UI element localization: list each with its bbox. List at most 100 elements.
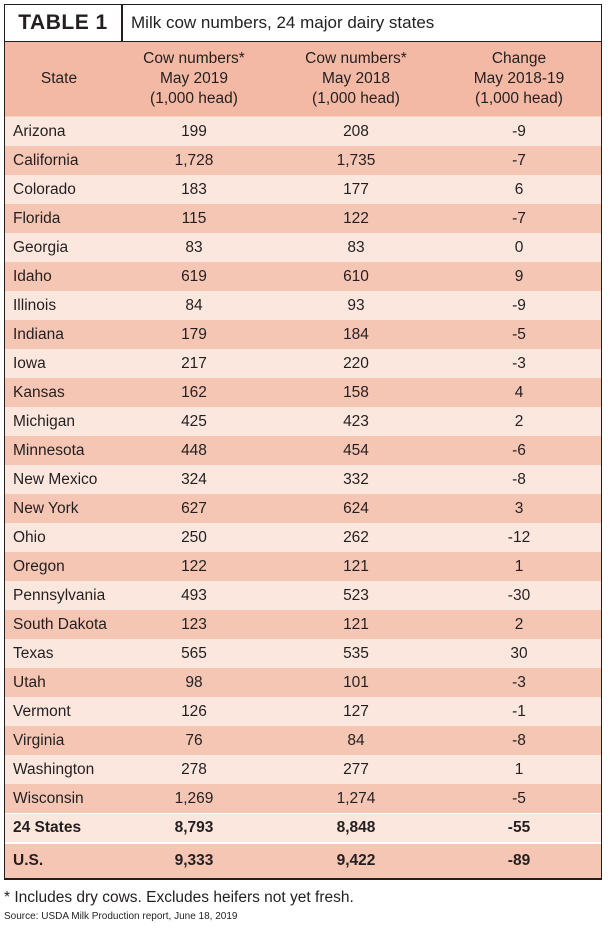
may-2019-cell: 115: [181, 209, 207, 227]
header-may-2018: Cow numbers* May 2018 (1,000 head): [305, 50, 407, 107]
us-change-cell: -89: [507, 852, 531, 869]
total-state-cell: 24 States: [13, 819, 82, 836]
table-row: New York 627 624 3: [5, 494, 601, 523]
may-2019-cell: 76: [185, 731, 203, 749]
change-cell: -6: [512, 441, 526, 459]
table-row: Virginia 76 84 -8: [5, 726, 601, 755]
change-cell: -3: [512, 673, 526, 691]
may-2018-cell: 1,274: [336, 789, 376, 807]
may-2018-cell: 158: [343, 383, 369, 401]
may-2018-cell: 535: [343, 644, 369, 662]
change-cell: 2: [514, 615, 524, 633]
may-2019-cell: 199: [181, 122, 207, 140]
change-cell: 6: [514, 180, 524, 198]
us-may-2019-cell: 9,333: [174, 852, 214, 869]
state-cell: Idaho: [13, 267, 52, 285]
total-change-cell: -55: [507, 819, 531, 836]
state-cell: Indiana: [13, 325, 64, 343]
change-cell: -30: [507, 586, 531, 604]
us-may-2018-cell: 9,422: [336, 852, 376, 869]
may-2019-cell: 162: [181, 383, 207, 401]
may-2018-cell: 208: [343, 122, 369, 140]
table-row: Texas 565 535 30: [5, 639, 601, 668]
table-row: Idaho 619 610 9: [5, 262, 601, 291]
may-2018-cell: 454: [343, 441, 369, 459]
table-row: Wisconsin 1,269 1,274 -5: [5, 784, 601, 813]
may-2019-cell: 619: [181, 267, 207, 285]
change-cell: -9: [512, 296, 526, 314]
table-number-label: TABLE 1: [5, 5, 123, 41]
may-2018-cell: 83: [347, 238, 365, 256]
state-cell: Illinois: [13, 296, 57, 314]
table-row: Georgia 83 83 0: [5, 233, 601, 262]
total-may-2018-cell: 8,848: [336, 819, 376, 836]
state-cell: Vermont: [13, 702, 71, 720]
state-cell: Arizona: [13, 122, 66, 140]
change-cell: 9: [514, 267, 524, 285]
may-2018-cell: 184: [343, 325, 369, 343]
may-2019-cell: 324: [181, 470, 207, 488]
table-row: Illinois 84 93 -9: [5, 291, 601, 320]
state-cell: Michigan: [13, 412, 76, 430]
change-cell: -9: [512, 122, 526, 140]
change-cell: 4: [514, 383, 524, 401]
table-row: Utah 98 101 -3: [5, 668, 601, 697]
change-cell: -7: [512, 209, 526, 227]
may-2018-cell: 423: [343, 412, 369, 430]
may-2018-cell: 122: [343, 209, 369, 227]
may-2018-cell: 1,735: [336, 151, 376, 169]
may-2019-cell: 250: [181, 528, 207, 546]
table-row: Arizona 199 208 -9: [5, 117, 601, 146]
may-2018-cell: 277: [343, 760, 369, 778]
may-2019-cell: 217: [181, 354, 207, 372]
change-cell: -1: [512, 702, 526, 720]
table-title: Milk cow numbers, 24 major dairy states: [131, 13, 435, 32]
table-row: Washington 278 277 1: [5, 755, 601, 784]
data-table: State Cow numbers* May 2019 (1,000 head)…: [4, 42, 602, 880]
may-2018-cell: 101: [343, 673, 369, 691]
state-cell: South Dakota: [13, 615, 107, 633]
header-state: State: [40, 70, 78, 87]
may-2018-cell: 262: [343, 528, 369, 546]
state-cell: California: [13, 151, 79, 169]
change-cell: 0: [514, 238, 524, 256]
may-2019-cell: 123: [181, 615, 207, 633]
may-2019-cell: 627: [181, 499, 207, 517]
table-row: Oregon 122 121 1: [5, 552, 601, 581]
change-cell: -3: [512, 354, 526, 372]
may-2018-cell: 121: [343, 557, 369, 575]
table-row: Indiana 179 184 -5: [5, 320, 601, 349]
may-2018-cell: 121: [343, 615, 369, 633]
may-2018-cell: 624: [343, 499, 369, 517]
state-cell: Washington: [13, 760, 95, 778]
may-2019-cell: 565: [181, 644, 207, 662]
may-2018-cell: 177: [343, 180, 369, 198]
total-may-2019-cell: 8,793: [174, 819, 214, 836]
change-cell: -7: [512, 151, 526, 169]
change-cell: 1: [514, 760, 524, 778]
table-row: South Dakota 123 121 2: [5, 610, 601, 639]
may-2019-cell: 122: [181, 557, 207, 575]
may-2019-cell: 1,728: [174, 151, 214, 169]
change-cell: 1: [514, 557, 524, 575]
table-row-us: U.S. 9,333 9,422 -89: [5, 842, 601, 878]
state-cell: Kansas: [13, 383, 65, 401]
state-cell: Texas: [13, 644, 54, 662]
change-cell: 30: [510, 644, 528, 662]
change-cell: -12: [507, 528, 531, 546]
table-row: Kansas 162 158 4: [5, 378, 601, 407]
state-cell: Iowa: [13, 354, 46, 372]
footnote: * Includes dry cows. Excludes heifers no…: [4, 889, 354, 906]
table-row: Vermont 126 127 -1: [5, 697, 601, 726]
change-cell: -8: [512, 470, 526, 488]
may-2019-cell: 83: [185, 238, 203, 256]
table-title-bar: TABLE 1 Milk cow numbers, 24 major dairy…: [4, 4, 602, 42]
table-body: Arizona 199 208 -9 California 1,728 1,735 -7 Col…: [5, 117, 601, 813]
us-state-cell: U.S.: [13, 852, 44, 869]
may-2019-cell: 183: [181, 180, 207, 198]
state-cell: Utah: [13, 673, 46, 691]
state-cell: Virginia: [13, 731, 65, 749]
state-cell: Minnesota: [13, 441, 85, 459]
may-2018-cell: 84: [347, 731, 365, 749]
table-row: Florida 115 122 -7: [5, 204, 601, 233]
